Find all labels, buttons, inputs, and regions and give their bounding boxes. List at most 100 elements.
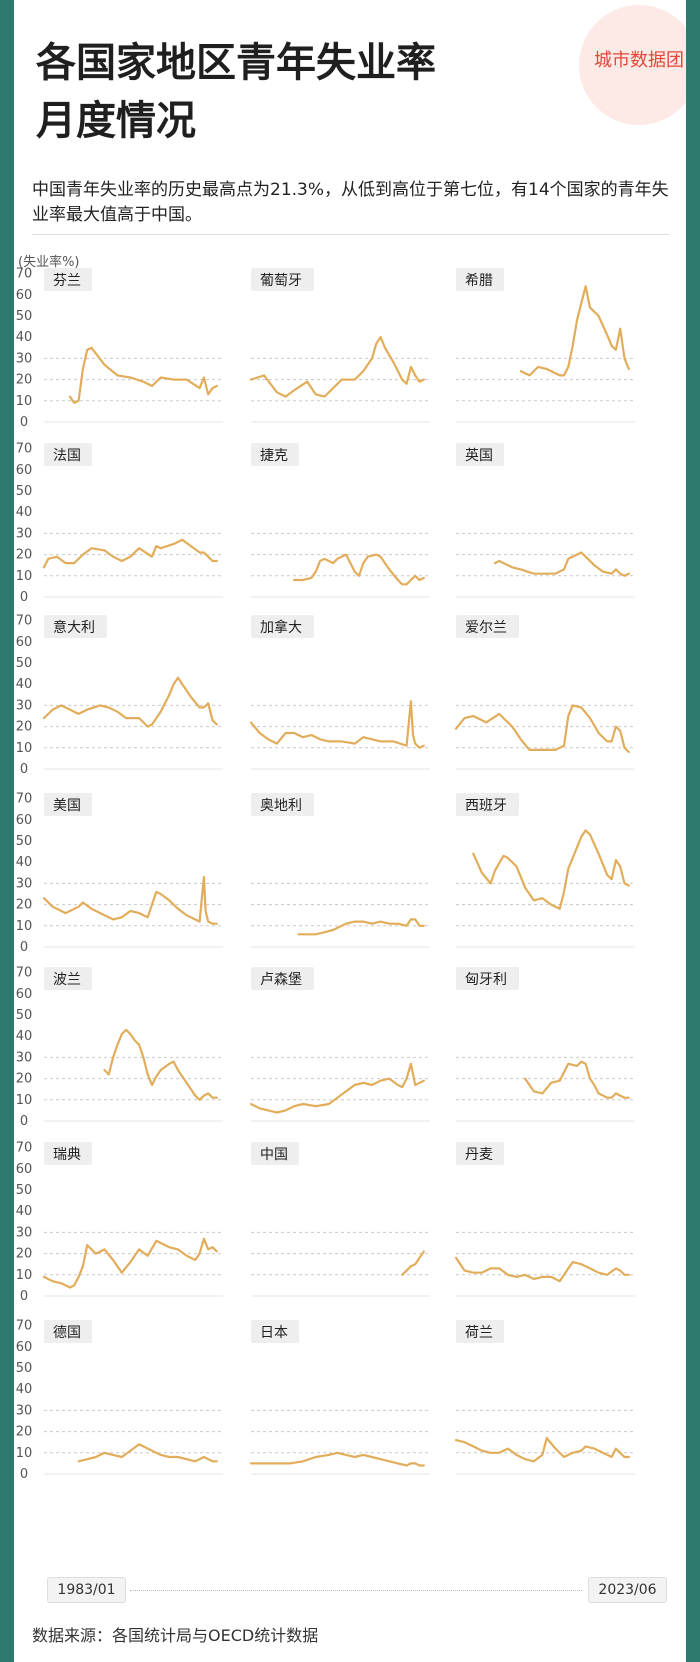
panel-label: 西班牙 [465, 798, 507, 814]
y-tick-label: 70 [16, 792, 33, 807]
y-tick-label: 40 [16, 330, 33, 345]
y-axis-label: (失业率%) [18, 255, 80, 270]
y-tick-label: 10 [16, 569, 33, 584]
y-tick-label: 30 [16, 1403, 33, 1418]
series-line [77, 1443, 218, 1463]
y-tick-label: 60 [16, 635, 33, 650]
series-line [42, 1237, 218, 1289]
y-tick-label: 30 [16, 1050, 33, 1065]
panel-label: 卢森堡 [260, 972, 302, 988]
y-tick-label: 30 [16, 351, 33, 366]
y-tick-label: 0 [20, 762, 28, 777]
panel-label: 奥地利 [260, 797, 302, 814]
y-tick-label: 40 [16, 1382, 33, 1397]
panel-label-bg [456, 443, 504, 466]
series-line [493, 551, 630, 577]
panel-label: 德国 [53, 1325, 81, 1341]
series-line [42, 538, 218, 569]
panel-label: 英国 [465, 447, 493, 464]
panel-label: 丹麦 [465, 1147, 493, 1163]
panel-label: 爱尔兰 [465, 620, 507, 636]
panel-label-bg [251, 443, 299, 466]
y-tick-label: 0 [20, 940, 28, 955]
y-tick-label: 60 [16, 813, 33, 828]
chart-card: 城市数据团 各国家地区青年失业率 月度情况 中国青年失业率的历史最高点为21.3… [14, 0, 686, 1662]
series-line [42, 875, 218, 925]
panel-label-bg [456, 615, 519, 638]
series-line [524, 1060, 630, 1099]
series-line [454, 1256, 630, 1283]
panel-label: 捷克 [260, 448, 288, 464]
title-line-2: 月度情况 [36, 98, 196, 144]
y-tick-label: 40 [16, 1204, 33, 1219]
panel-label-bg [456, 268, 504, 291]
y-tick-label: 40 [16, 677, 33, 692]
panel-label-bg [44, 793, 92, 816]
y-tick-label: 30 [16, 876, 33, 891]
y-tick-label: 30 [16, 698, 33, 713]
panel-label-bg [44, 967, 92, 990]
series-line [249, 336, 425, 398]
panel-label: 荷兰 [465, 1325, 493, 1341]
panel-label-bg [44, 443, 92, 466]
y-tick-label: 50 [16, 484, 33, 499]
panel-label: 葡萄牙 [260, 273, 302, 289]
y-tick-label: 60 [16, 1340, 33, 1355]
y-tick-label: 20 [16, 548, 33, 563]
series-line [401, 1250, 425, 1276]
y-tick-label: 50 [16, 1183, 33, 1198]
series-line [103, 1028, 218, 1101]
panel-label: 美国 [53, 798, 81, 814]
panel-label: 希腊 [465, 273, 493, 289]
y-tick-label: 50 [16, 656, 33, 671]
series-line [293, 553, 425, 586]
panel-label: 芬兰 [53, 273, 81, 289]
panel-label: 意大利 [53, 619, 95, 636]
panel-label: 波兰 [53, 972, 81, 988]
panel-label-bg [251, 1320, 299, 1343]
y-tick-label: 0 [20, 1289, 28, 1304]
panel-label-bg [251, 615, 314, 638]
y-tick-label: 60 [16, 288, 33, 303]
series-line [454, 1436, 630, 1463]
panel-label-bg [251, 268, 314, 291]
y-tick-label: 0 [20, 415, 28, 430]
logo-text: 城市数据团 [594, 50, 684, 71]
y-tick-label: 20 [16, 720, 33, 735]
source-note: 数据来源：各国统计局与OECD统计数据 [32, 1626, 319, 1645]
x-start-label: 1983/01 [47, 1577, 126, 1603]
y-tick-label: 20 [16, 373, 33, 388]
series-line [472, 829, 630, 910]
logo-badge [579, 5, 686, 125]
panel-label-bg [251, 967, 314, 990]
y-tick-label: 10 [16, 919, 33, 934]
series-line [249, 700, 425, 749]
y-tick-label: 20 [16, 1247, 33, 1262]
timeline-line [130, 1590, 582, 1591]
panel-label: 法国 [53, 448, 81, 464]
y-tick-label: 40 [16, 855, 33, 870]
panel-label: 中国 [260, 1147, 288, 1163]
y-tick-label: 0 [20, 1467, 28, 1482]
panel-label-bg [456, 793, 519, 816]
panel-label: 匈牙利 [465, 972, 507, 988]
y-tick-label: 60 [16, 463, 33, 478]
y-tick-label: 10 [16, 741, 33, 756]
y-tick-label: 10 [16, 1268, 33, 1283]
y-tick-label: 40 [16, 505, 33, 520]
panel-label-bg [44, 268, 92, 291]
panel-label-bg [456, 1320, 504, 1343]
series-line [519, 285, 630, 377]
y-tick-label: 60 [16, 987, 33, 1002]
panel-label-bg [456, 1142, 504, 1165]
y-tick-label: 70 [16, 614, 33, 629]
y-tick-label: 0 [20, 1114, 28, 1129]
y-tick-label: 10 [16, 1446, 33, 1461]
title-line-1: 各国家地区青年失业率 [36, 40, 436, 86]
y-tick-label: 20 [16, 898, 33, 913]
y-tick-label: 30 [16, 526, 33, 541]
small-multiples-chart: 0 10 20 30 40 50 60 70 芬兰 葡萄牙 希腊 0 10 20 30 40 50 60 70 法国 捷… [16, 267, 635, 1482]
y-tick-label: 60 [16, 1162, 33, 1177]
y-tick-label: 20 [16, 1425, 33, 1440]
series-line [249, 1451, 425, 1467]
